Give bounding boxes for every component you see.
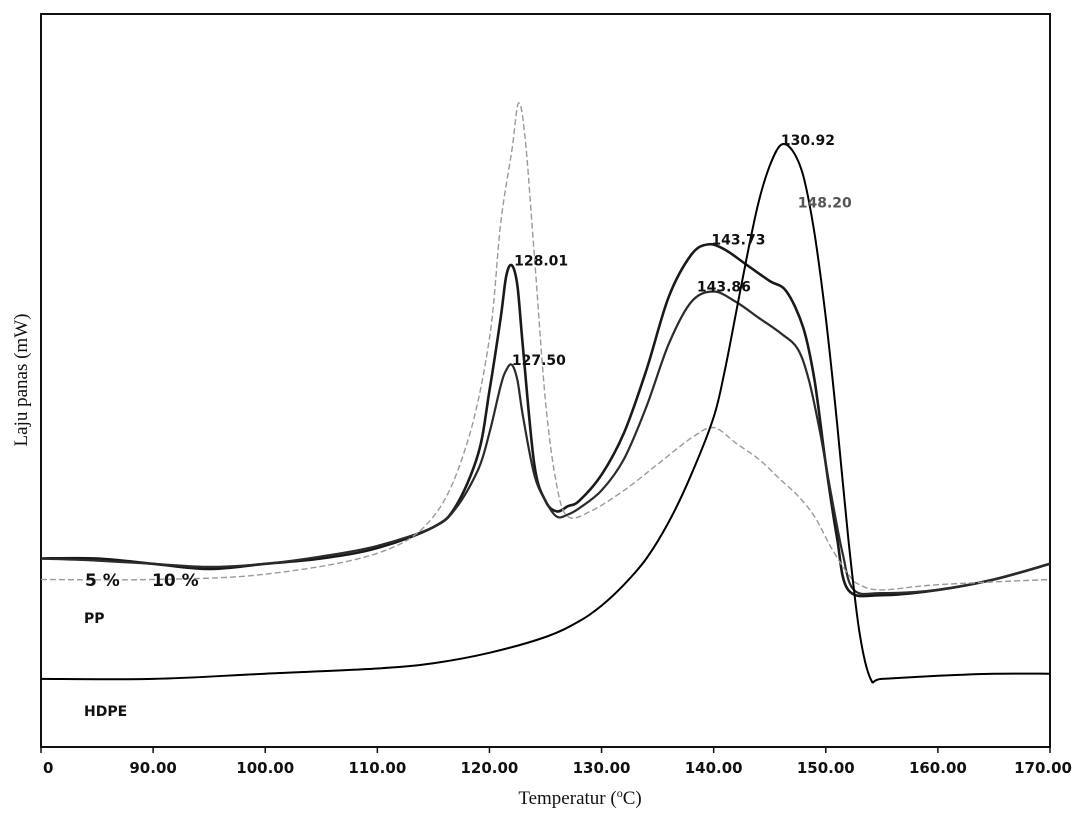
y-axis-title: Laju panas (mW) <box>11 314 32 447</box>
x-tick-label: 120.00 <box>460 759 518 777</box>
x-axis-ticks: 0 90.00 100.00 110.00 120.00 130.00 140.00 150.… <box>40 747 1072 777</box>
x-axis-title: Temperatur (oC) <box>518 786 641 809</box>
peak-label: 148.20 <box>798 196 852 212</box>
x-tick-label: 160.00 <box>909 759 967 777</box>
x-tick-label: 110.00 <box>348 759 406 777</box>
peak-label: 130.92 <box>781 133 835 149</box>
legend-label-5: 5 % <box>85 571 120 591</box>
x-tick-label: 140.00 <box>685 759 743 777</box>
series-line-10 <box>40 290 1051 596</box>
peak-label: 143.73 <box>711 232 765 248</box>
series-layer <box>40 102 1051 684</box>
peak-label: 127.50 <box>512 353 566 369</box>
peak-label: 128.01 <box>514 253 568 269</box>
series-line-hdpe <box>40 142 1051 684</box>
peak-annotations: 128.01 127.50 143.73 143.86 130.92 148.20 <box>512 133 852 369</box>
x-tick-label: 130.00 <box>573 759 631 777</box>
x-tick-label: 100.00 <box>236 759 294 777</box>
plot-frame <box>40 13 1051 748</box>
legend: 5 % 10 % PP HDPE <box>84 571 199 720</box>
x-tick-label: 150.00 <box>797 759 855 777</box>
peak-label: 143.86 <box>697 279 751 295</box>
x-tick-label: 170.00 <box>1014 759 1072 777</box>
legend-label-pp: PP <box>84 611 105 627</box>
x-tick-label: 0 <box>43 759 53 777</box>
x-tick-label: 90.00 <box>129 759 176 777</box>
legend-label-hdpe: HDPE <box>84 704 127 720</box>
series-line-pp <box>40 102 1051 591</box>
legend-label-10: 10 % <box>152 571 199 591</box>
